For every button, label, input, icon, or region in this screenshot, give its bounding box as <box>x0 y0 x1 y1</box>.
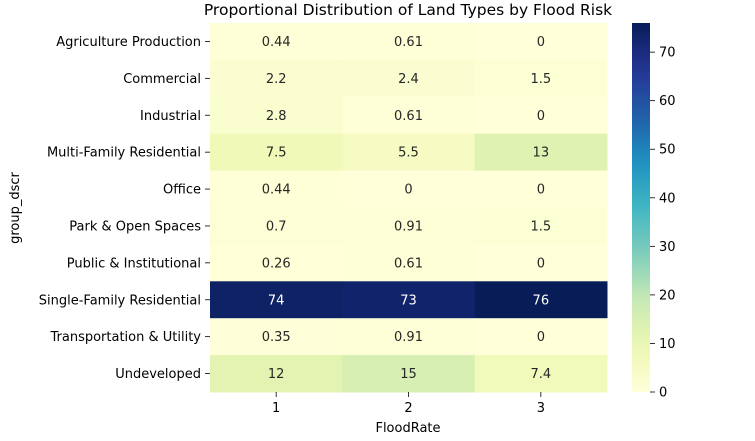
heatmap-cell <box>474 96 608 135</box>
cell-value-label: 0.91 <box>394 219 423 234</box>
row-label: Undeveloped <box>115 367 201 382</box>
heatmap-cell <box>210 23 343 61</box>
colorbar-tick-label: 10 <box>659 337 676 352</box>
cell-value-label: 0 <box>404 183 412 198</box>
cell-value-label: 0.7 <box>266 219 287 234</box>
cell-value-label: 73 <box>400 293 417 308</box>
colorbar-tick-label: 70 <box>659 46 676 61</box>
colorbar-tick-label: 0 <box>659 386 667 401</box>
row-label: Industrial <box>140 109 201 124</box>
heatmap-cell <box>474 318 608 356</box>
colorbar-gradient <box>632 23 650 392</box>
cell-value-label: 15 <box>400 367 417 382</box>
cell-value-label: 7.5 <box>266 146 287 161</box>
row-label: Park & Open Spaces <box>69 219 201 234</box>
x-axis-label: FloodRate <box>375 421 440 436</box>
heatmap-cell <box>474 207 608 245</box>
heatmap-cell <box>342 281 476 319</box>
heatmap-cell <box>342 23 476 61</box>
heatmap-cell <box>342 207 476 245</box>
colorbar-tick-label: 30 <box>659 240 676 255</box>
heatmap-cell <box>210 318 343 356</box>
cell-value-label: 0.44 <box>262 183 291 198</box>
heatmap-cell <box>342 355 476 393</box>
cell-value-label: 2.4 <box>398 72 419 87</box>
colorbar-tick-label: 40 <box>659 191 676 206</box>
heatmap-cell <box>210 244 343 282</box>
heatmap-cell <box>342 96 476 135</box>
cell-value-label: 0.44 <box>262 35 291 50</box>
cell-value-label: 2.2 <box>266 72 287 87</box>
heatmap-cell <box>210 133 343 172</box>
heatmap-cell <box>342 244 476 282</box>
cell-value-label: 0 <box>537 256 545 271</box>
heatmap-cell <box>474 170 608 208</box>
row-label: Agriculture Production <box>56 35 201 50</box>
heatmap-cell <box>210 96 343 135</box>
chart-title: Proportional Distribution of Land Types … <box>204 1 612 19</box>
cell-value-label: 0.35 <box>262 330 291 345</box>
heatmap-cell <box>210 170 343 208</box>
cell-value-label: 5.5 <box>398 146 419 161</box>
cell-value-label: 0.26 <box>262 256 291 271</box>
row-label: Public & Institutional <box>67 256 201 271</box>
column-labels: 1 2 3 <box>272 392 545 416</box>
row-label: Transportation & Utility <box>49 330 201 345</box>
heatmap-cell <box>210 59 343 98</box>
heatmap-cell <box>342 59 476 98</box>
heatmap-cell <box>474 281 608 319</box>
heatmap-cell <box>210 355 343 393</box>
heatmap-cell <box>474 244 608 282</box>
cell-value-label: 0.61 <box>394 256 423 271</box>
cell-value-label: 0.61 <box>394 35 423 50</box>
row-labels: Agriculture Production Commercial Industri… <box>39 35 210 382</box>
cell-value-label: 0 <box>537 35 545 50</box>
heatmap-cells: 0.44 0.61 0 2.2 2.4 1.5 2.8 0.61 0 7.5 5.5 13 0.44 0 0… <box>210 23 608 393</box>
heatmap-cell <box>474 23 608 61</box>
heatmap-cell <box>474 355 608 393</box>
cell-value-label: 76 <box>533 293 550 308</box>
cell-value-label: 2.8 <box>266 109 287 124</box>
cell-value-label: 1.5 <box>530 72 551 87</box>
cell-value-label: 0 <box>537 330 545 345</box>
cell-value-label: 7.4 <box>530 367 551 382</box>
heatmap-cell <box>474 59 608 98</box>
column-label: 3 <box>537 401 545 416</box>
cell-value-label: 0.61 <box>394 109 423 124</box>
colorbar-tick-label: 60 <box>659 94 676 109</box>
y-axis-label: group_dscr <box>8 171 23 243</box>
heatmap-cell <box>210 281 343 319</box>
cell-value-label: 12 <box>268 367 285 382</box>
heatmap-cell <box>342 133 476 172</box>
cell-value-label: 0 <box>537 109 545 124</box>
row-label: Office <box>163 183 201 198</box>
cell-value-label: 74 <box>268 293 285 308</box>
heatmap-cell <box>342 318 476 356</box>
heatmap-cell <box>342 170 476 208</box>
cell-value-label: 1.5 <box>530 219 551 234</box>
colorbar-tick-label: 20 <box>659 288 676 303</box>
colorbar-tick-label: 50 <box>659 143 676 158</box>
column-label: 2 <box>404 401 412 416</box>
heatmap-cell <box>210 207 343 245</box>
cell-value-label: 0.91 <box>394 330 423 345</box>
row-label: Multi-Family Residential <box>47 146 201 161</box>
row-label: Commercial <box>123 72 201 87</box>
cell-value-label: 13 <box>533 146 550 161</box>
cell-value-label: 0 <box>537 183 545 198</box>
heatmap-cell <box>474 133 608 172</box>
column-label: 1 <box>272 401 280 416</box>
colorbar: 0 10 20 30 40 50 60 70 <box>632 23 676 401</box>
row-label: Single-Family Residential <box>39 293 201 308</box>
